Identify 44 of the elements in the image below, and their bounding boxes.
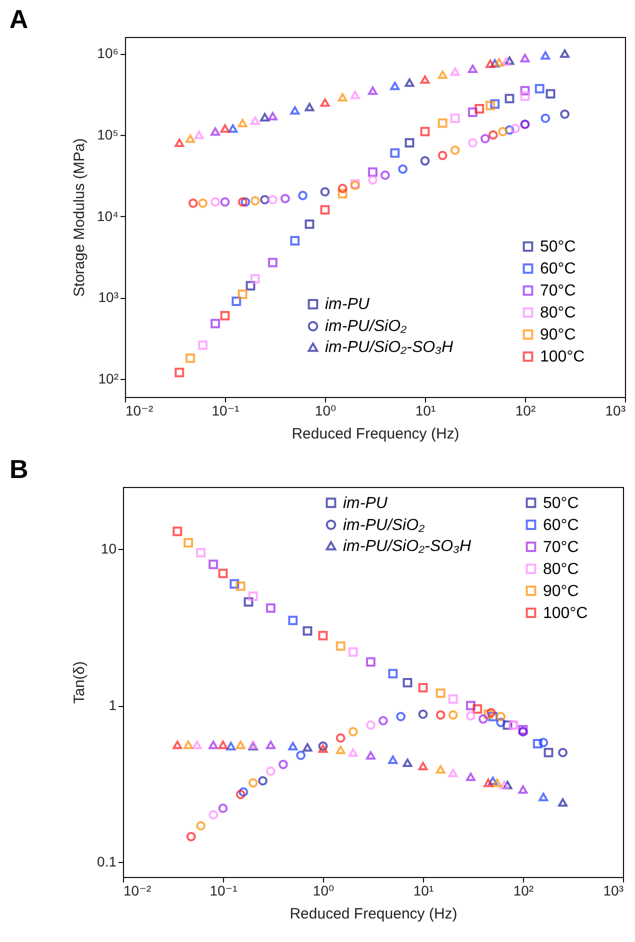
legend-label: im-PU/SiO₂-SO₃H xyxy=(343,538,472,555)
y-axis-title: Tan(δ) xyxy=(71,661,88,704)
x-tick-label: 10² xyxy=(513,882,534,898)
legend-label: im-PU xyxy=(325,296,370,314)
legend-label: 90°C xyxy=(543,582,579,600)
chart-title: A xyxy=(9,4,28,34)
legend-label: 70°C xyxy=(543,538,579,556)
y-tick-label: 10⁴ xyxy=(96,208,118,224)
x-tick-label: 10⁰ xyxy=(314,402,336,418)
x-tick-label: 10⁻¹ xyxy=(212,402,240,418)
x-tick-label: 10¹ xyxy=(415,402,436,418)
y-tick-label: 10³ xyxy=(98,289,119,306)
y-axis-title: Storage Modulus (MPa) xyxy=(70,138,88,297)
legend-label: 70°C xyxy=(540,282,576,300)
legend-label: im-PU/SiO₂ xyxy=(343,516,425,534)
legend-label: im-PU xyxy=(343,494,388,512)
legend-label: 60°C xyxy=(540,260,576,278)
x-tick-label: 10² xyxy=(515,402,536,418)
y-tick-label: 10⁵ xyxy=(97,126,118,142)
chart-title: B xyxy=(10,454,28,484)
y-tick-label: 1 xyxy=(108,697,117,714)
legend-label: 100°C xyxy=(543,604,588,622)
y-tick-label: 10⁶ xyxy=(97,45,118,62)
x-axis-title: Reduced Frequency (Hz) xyxy=(290,906,458,922)
x-tick-label: 10⁰ xyxy=(312,882,334,898)
x-tick-label: 10⁻² xyxy=(124,882,152,898)
x-tick-label: 10⁻¹ xyxy=(210,882,238,898)
legend-label: 80°C xyxy=(540,304,576,322)
y-tick-label: 0.1 xyxy=(97,853,117,870)
y-tick-label: 10 xyxy=(100,540,117,557)
legend-label: im-PU/SiO₂-SO₃H xyxy=(325,339,454,356)
legend-label: 50°C xyxy=(543,494,579,512)
legend-label: 80°C xyxy=(543,560,579,578)
x-axis-title: Reduced Frequency (Hz) xyxy=(292,426,460,442)
y-tick-label: 10² xyxy=(98,370,119,386)
x-tick-label: 10⁻² xyxy=(126,402,154,418)
legend-label: im-PU/SiO₂ xyxy=(325,318,407,336)
legend-label: 60°C xyxy=(543,516,579,534)
legend-label: 90°C xyxy=(540,326,576,344)
legend-label: 100°C xyxy=(540,348,585,366)
x-tick-label: 10³ xyxy=(605,402,626,418)
x-tick-label: 10¹ xyxy=(413,882,434,898)
x-tick-label: 10³ xyxy=(603,882,624,898)
legend-label: 50°C xyxy=(540,238,576,256)
